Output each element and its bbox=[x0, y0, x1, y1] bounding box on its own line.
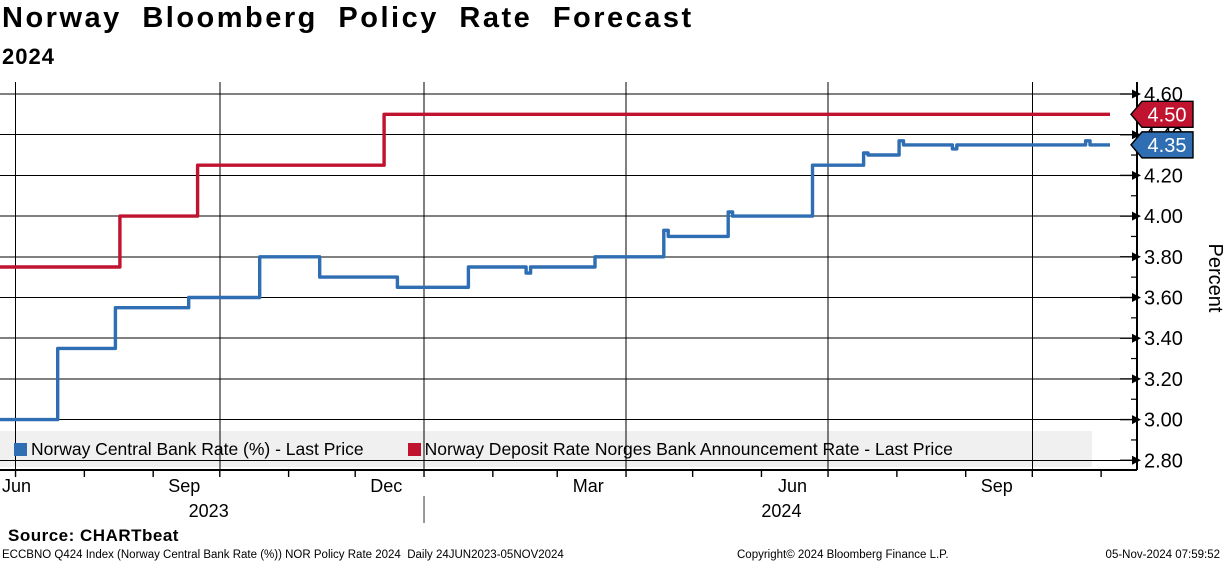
blue-series-swatch-icon bbox=[14, 443, 27, 456]
y-axis-label: 3.60 bbox=[1144, 288, 1183, 310]
footer-timestamp: 05-Nov-2024 07:59:52 bbox=[1105, 549, 1220, 561]
x-month-label: Sep bbox=[981, 476, 1013, 496]
legend-label: Norway Deposit Rate Norges Bank Announce… bbox=[424, 439, 953, 459]
y-axis-label: 3.20 bbox=[1144, 369, 1183, 391]
last-price-badge-label: 4.35 bbox=[1148, 135, 1187, 157]
chart-canvas: 2.803.003.203.403.603.804.004.204.404.60… bbox=[0, 82, 1224, 523]
y-axis-label: 3.40 bbox=[1144, 328, 1183, 350]
legend-item-deposit-rate: Norway Deposit Rate Norges Bank Announce… bbox=[407, 439, 953, 460]
footer: ECCBNO Q424 Index (Norway Central Bank R… bbox=[0, 549, 1224, 566]
last-price-badge bbox=[1130, 131, 1194, 159]
x-year-label: 2023 bbox=[189, 501, 229, 521]
y-axis-label: 4.20 bbox=[1144, 165, 1183, 187]
x-month-label: Sep bbox=[168, 476, 200, 496]
y-axis-title: Percent bbox=[1204, 244, 1224, 313]
x-month-label: Mar bbox=[573, 476, 604, 496]
page-title: Norway Bloomberg Policy Rate Forecast bbox=[2, 2, 694, 34]
series-line-central-bank-rate bbox=[0, 139, 1110, 422]
y-axis-label: 3.00 bbox=[1144, 410, 1183, 432]
chart-legend: Norway Central Bank Rate (%) - Last Pric… bbox=[0, 439, 1092, 460]
x-year-label: 2024 bbox=[761, 501, 801, 521]
last-price-badge bbox=[1130, 100, 1194, 129]
y-axis-label: 4.60 bbox=[1144, 84, 1183, 106]
footer-copyright: Copyright© 2024 Bloomberg Finance L.P. bbox=[737, 549, 949, 561]
y-axis-label: 4.00 bbox=[1144, 206, 1183, 228]
footer-index-description: ECCBNO Q424 Index (Norway Central Bank R… bbox=[2, 549, 564, 561]
legend-band bbox=[0, 431, 1092, 467]
series-line-deposit-rate bbox=[0, 112, 1110, 269]
legend-label: Norway Central Bank Rate (%) - Last Pric… bbox=[31, 439, 364, 459]
x-month-label: Jun bbox=[2, 476, 31, 496]
y-axis-label: 2.80 bbox=[1144, 450, 1183, 472]
source-label: Source: CHARTbeat bbox=[8, 526, 179, 545]
last-price-badge-label: 4.50 bbox=[1148, 104, 1187, 126]
red-series-swatch-icon bbox=[407, 443, 421, 456]
y-axis-label: 3.80 bbox=[1144, 247, 1183, 269]
page-subtitle: 2024 bbox=[2, 44, 55, 69]
legend-item-central-bank-rate: Norway Central Bank Rate (%) - Last Pric… bbox=[14, 439, 364, 460]
x-month-label: Jun bbox=[778, 476, 807, 496]
x-month-label: Dec bbox=[370, 476, 402, 496]
